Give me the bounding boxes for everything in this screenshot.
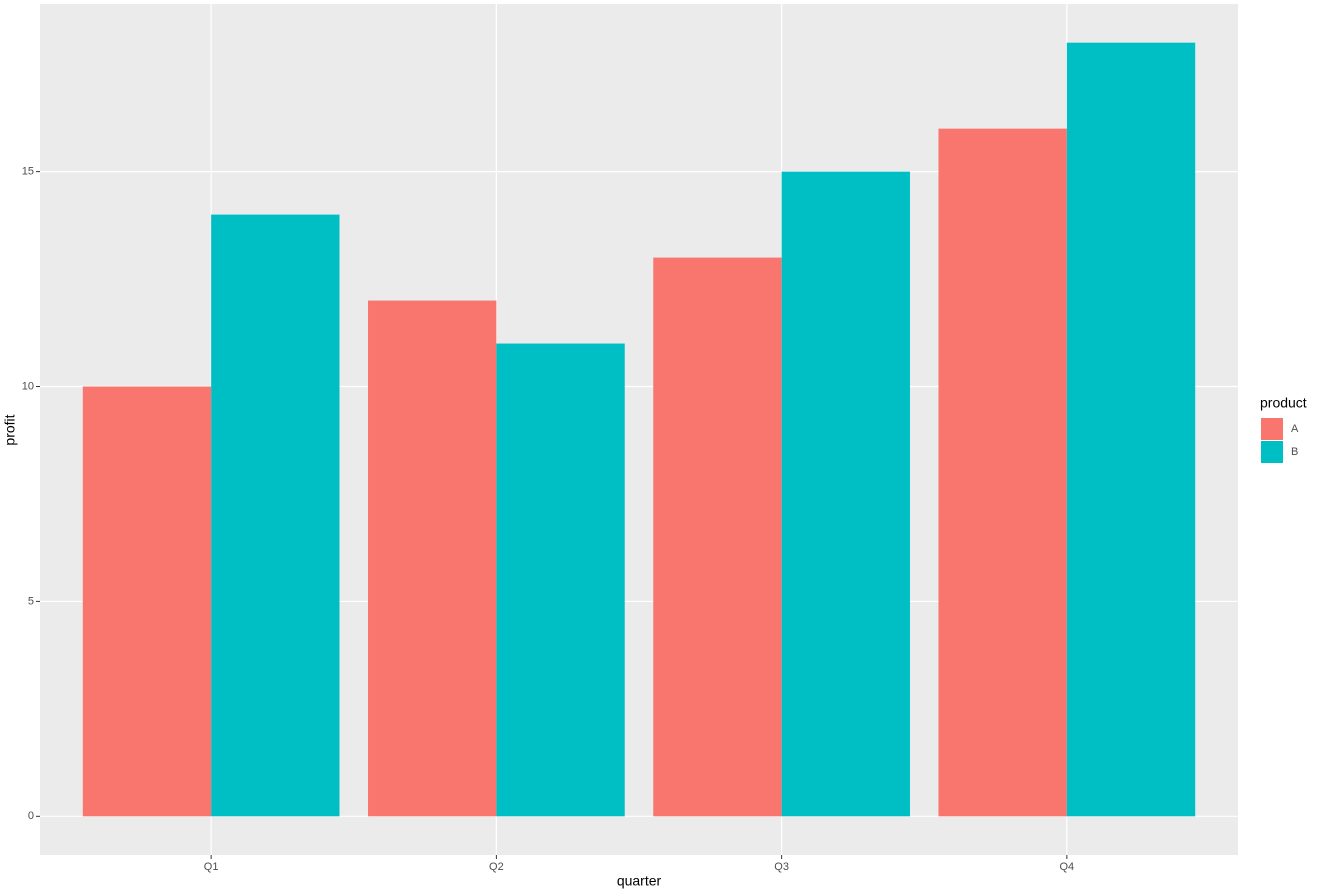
y-tick-label: 5 [28, 595, 34, 607]
y-axis-title: profit [2, 414, 18, 445]
bar [211, 214, 340, 817]
x-axis-title: quarter [617, 873, 662, 889]
y-tick-label: 15 [22, 166, 34, 178]
x-tick-label: Q1 [204, 861, 219, 873]
x-tick-label: Q2 [489, 861, 504, 873]
y-tick-label: 0 [28, 810, 34, 822]
bar [653, 257, 782, 817]
bar [82, 386, 212, 817]
x-tick-label: Q4 [1060, 861, 1075, 873]
y-tick-label: 10 [22, 380, 34, 392]
bar [1066, 42, 1196, 817]
bar [781, 171, 910, 817]
legend-key [1261, 418, 1283, 440]
legend-label: A [1291, 423, 1299, 435]
legend-label: B [1291, 446, 1298, 458]
bar [368, 300, 497, 817]
legend-key [1261, 441, 1283, 463]
bar [496, 343, 625, 817]
x-tick-label: Q3 [774, 861, 789, 873]
bar [938, 128, 1067, 817]
legend-title: product [1260, 395, 1307, 411]
